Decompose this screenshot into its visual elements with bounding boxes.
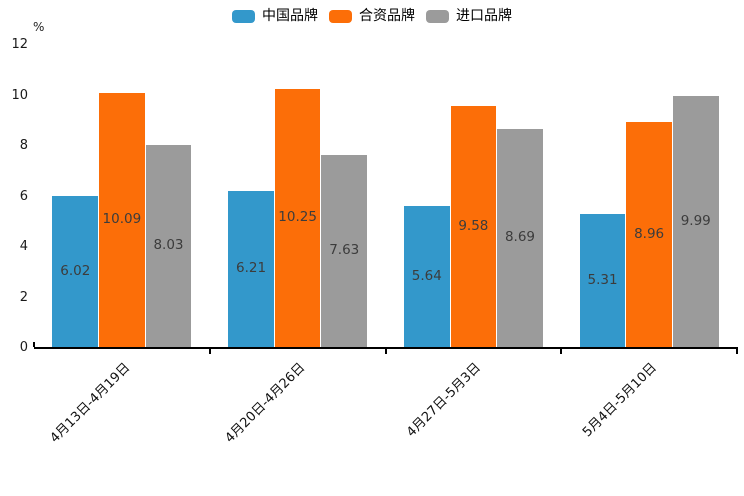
x-axis-line [34, 347, 738, 349]
bar-5月4日-5月10日-中国品牌[interactable]: 5.31 [579, 213, 626, 347]
bar-value-label: 10.25 [278, 209, 317, 226]
x-axis-tick-mark [33, 342, 35, 347]
bar-4月13日-4月19日-进口品牌[interactable]: 8.03 [145, 145, 192, 347]
x-axis-tick-mark [560, 349, 563, 354]
x-axis-tick-mark [208, 349, 211, 354]
legend-label: 合资品牌 [359, 8, 415, 24]
x-axis-tick-mark [736, 349, 738, 354]
bar-value-label: 5.64 [411, 267, 442, 284]
bar-value-label: 9.58 [458, 217, 489, 234]
y-tick-label: 6 [19, 188, 28, 204]
y-tick-label: 0 [19, 340, 28, 355]
bar-value-label: 8.69 [504, 229, 535, 246]
bar-value-label: 10.09 [102, 211, 142, 228]
legend-item-2[interactable]: 进口品牌 [426, 9, 512, 23]
legend-label: 进口品牌 [456, 8, 512, 24]
bar-4月20日-4月26日-中国品牌[interactable]: 6.21 [228, 191, 274, 347]
legend-swatch-icon [329, 9, 352, 23]
bar-value-label: 9.99 [680, 212, 711, 229]
legend: 中国品牌 合资品牌 进口品牌 [0, 9, 744, 23]
y-tick-label: 12 [11, 37, 28, 52]
bar-value-label: 6.21 [235, 260, 267, 277]
bar-value-label: 8.96 [634, 225, 665, 242]
bar-value-label: 8.03 [153, 237, 184, 254]
y-tick-label: 10 [11, 87, 28, 103]
x-axis-tick-mark [384, 349, 387, 354]
x-tick-label: 4月20日-4月26日 [222, 360, 309, 447]
bar-4月27日-5月3日-合资品牌[interactable]: 9.58 [450, 106, 497, 347]
bar-value-label: 7.63 [329, 242, 360, 259]
bar-5月4日-5月10日-合资品牌[interactable]: 8.96 [626, 121, 672, 347]
legend-swatch-icon [426, 9, 449, 23]
x-tick-label: 5月4日-5月10日 [580, 360, 661, 441]
legend-label: 中国品牌 [262, 8, 318, 24]
bar-5月4日-5月10日-进口品牌[interactable]: 9.99 [672, 95, 719, 347]
bar-4月27日-5月3日-中国品牌[interactable]: 5.64 [403, 205, 450, 347]
bar-4月27日-5月3日-进口品牌[interactable]: 8.69 [497, 128, 543, 347]
bar-4月13日-4月19日-合资品牌[interactable]: 10.09 [99, 93, 145, 347]
bar-value-label: 6.02 [60, 262, 91, 279]
y-tick-label: 8 [19, 138, 28, 153]
x-tick-label: 4月13日-4月19日 [46, 360, 133, 447]
bar-4月13日-4月19日-中国品牌[interactable]: 6.02 [52, 195, 99, 347]
bar-value-label: 5.31 [587, 271, 618, 288]
y-tick-label: 2 [19, 289, 28, 305]
y-axis-unit-label: % [33, 20, 45, 34]
bar-4月20日-4月26日-合资品牌[interactable]: 10.25 [274, 89, 321, 347]
x-tick-label: 4月27日-5月3日 [404, 360, 485, 441]
legend-item-1[interactable]: 合资品牌 [329, 9, 415, 23]
legend-item-0[interactable]: 中国品牌 [232, 9, 318, 23]
bar-4月20日-4月26日-进口品牌[interactable]: 7.63 [321, 155, 368, 347]
legend-swatch-icon [232, 9, 255, 23]
y-tick-label: 4 [19, 239, 28, 254]
